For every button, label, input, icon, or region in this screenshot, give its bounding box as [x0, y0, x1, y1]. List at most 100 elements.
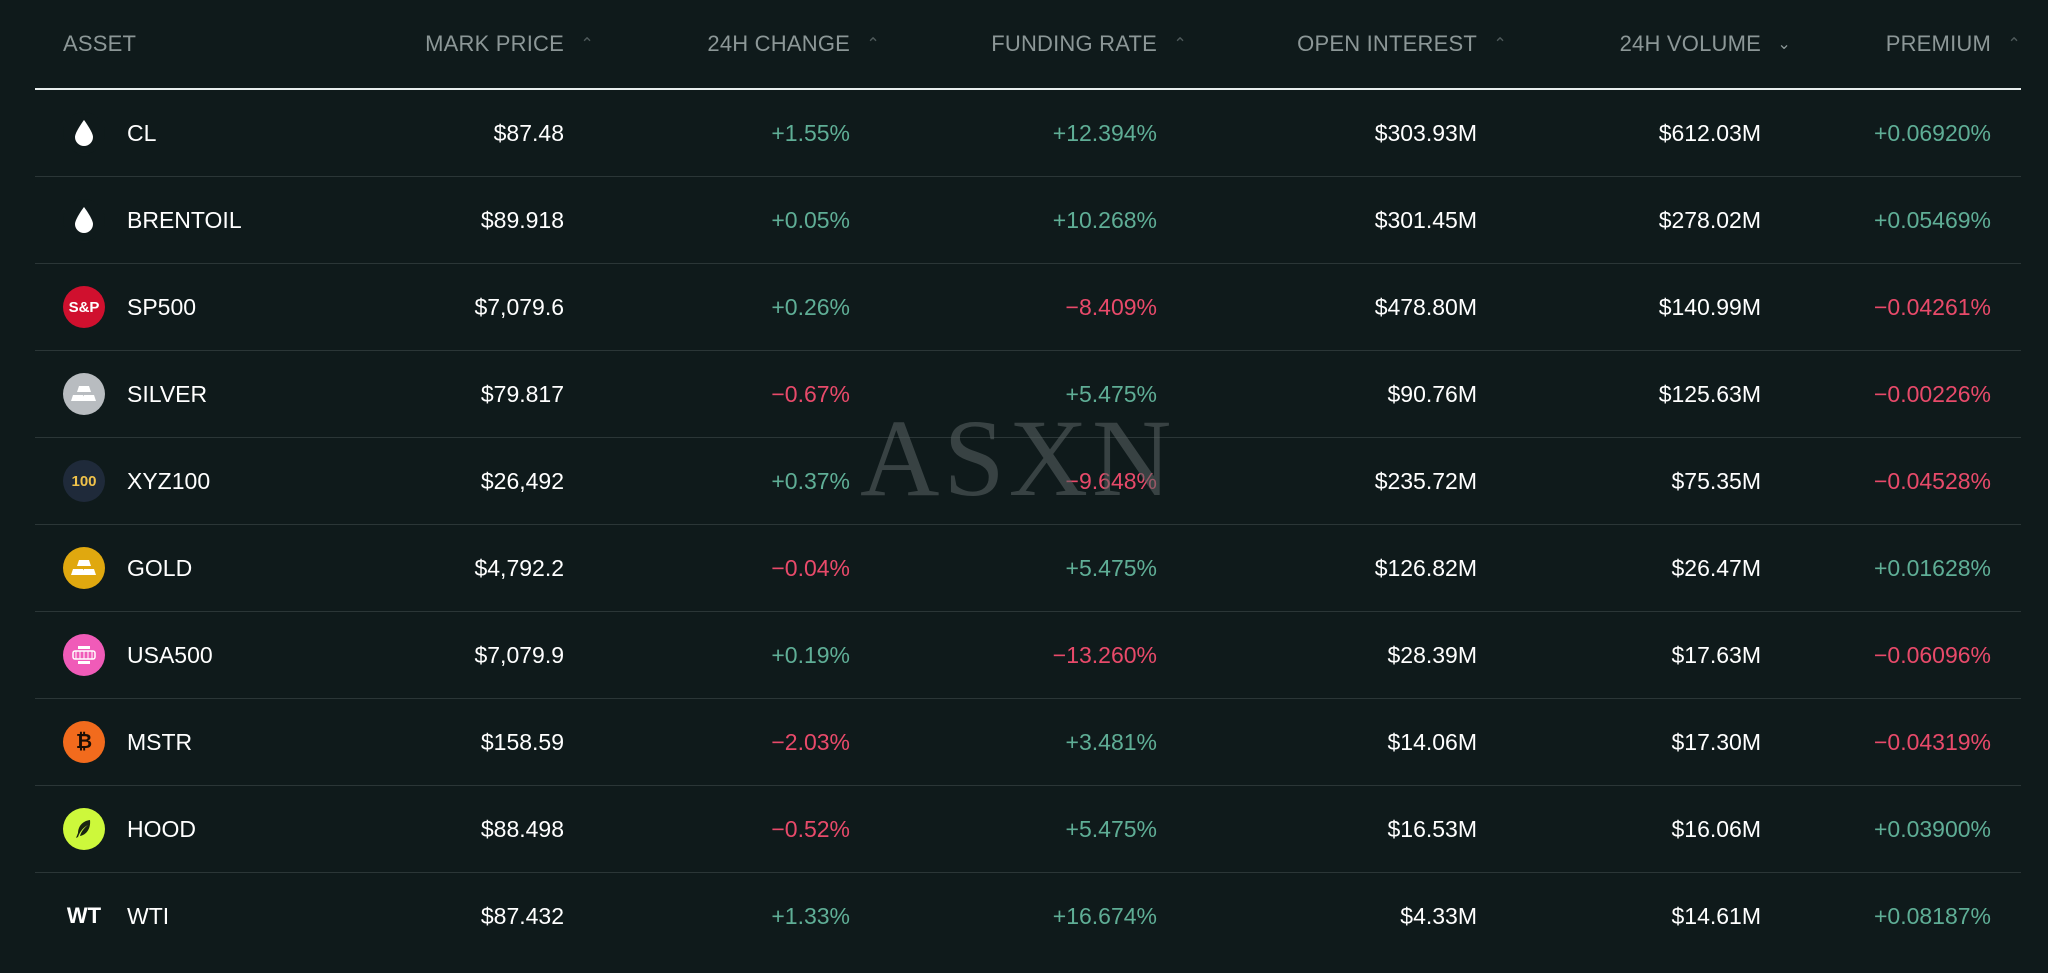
table-row[interactable]: S&P SP500 $7,079.6 +0.26% −8.409% $478.80M $14…	[35, 264, 2021, 351]
asset-name: WTI	[127, 902, 170, 929]
header-premium[interactable]: PREMIUM ⌃	[1791, 31, 2021, 57]
open-interest-cell: $235.72M	[1374, 467, 1477, 494]
volume-24h-cell: $17.63M	[1671, 641, 1761, 668]
open-interest-cell: $303.93M	[1374, 119, 1477, 146]
change-24h-cell: +1.33%	[771, 902, 850, 929]
premium-cell: +0.01628%	[1873, 554, 1991, 581]
open-interest-cell: $14.06M	[1387, 728, 1477, 755]
change-24h-cell: +1.55%	[771, 119, 850, 146]
mark-price-cell: $87.48	[493, 119, 564, 146]
markets-table: ASSET MARK PRICE ⌃ 24H CHANGE ⌃ FUNDING RA…	[35, 0, 2021, 959]
mark-price-cell: $79.817	[480, 380, 564, 407]
funding-rate-cell: +5.475%	[1065, 380, 1157, 407]
header-open-interest-label: OPEN INTEREST	[1297, 31, 1477, 56]
volume-24h-cell: $278.02M	[1658, 206, 1761, 233]
oil-drop-icon	[63, 112, 105, 154]
header-mark-price-label: MARK PRICE	[425, 31, 564, 56]
sort-up-icon: ⌃	[866, 36, 880, 53]
sort-up-icon: ⌃	[580, 36, 594, 53]
mark-price-cell: $7,079.9	[474, 641, 564, 668]
change-24h-cell: −0.04%	[771, 554, 850, 581]
asset-name: MSTR	[127, 728, 193, 755]
usa500-logo-icon	[63, 634, 105, 676]
table-row[interactable]: USA500 $7,079.9 +0.19% −13.260% $28.39M $17.6…	[35, 612, 2021, 699]
asset-cell: CL	[35, 112, 201, 154]
funding-rate-cell: +5.475%	[1065, 815, 1157, 842]
asset-name: SP500	[127, 293, 197, 320]
volume-24h-cell: $26.47M	[1671, 554, 1761, 581]
header-24h-volume-label: 24H VOLUME	[1619, 31, 1761, 56]
premium-cell: −0.04319%	[1873, 728, 1991, 755]
mark-price-cell: $7,079.6	[474, 293, 564, 320]
change-24h-cell: −0.52%	[771, 815, 850, 842]
mark-price-cell: $26,492	[480, 467, 564, 494]
volume-24h-cell: $17.30M	[1671, 728, 1761, 755]
wti-logo-icon: WT	[66, 903, 102, 928]
table-row[interactable]: WT WTI $87.432 +1.33% +16.674% $4.33M $14.61M +…	[35, 873, 2021, 959]
table-body: CL $87.48 +1.55% +12.394% $303.93M $612.03M +0…	[35, 90, 2021, 959]
change-24h-cell: +0.37%	[771, 467, 850, 494]
premium-cell: −0.00226%	[1873, 380, 1991, 407]
mark-price-cell: $87.432	[480, 902, 564, 929]
premium-cell: +0.05469%	[1873, 206, 1991, 233]
header-premium-label: PREMIUM	[1885, 31, 1991, 56]
table-row[interactable]: SILVER $79.817 −0.67% +5.475% $90.76M $125.63…	[35, 351, 2021, 438]
table-row[interactable]: ₿ MSTR $158.59 −2.03% +3.481% $14.06M $17.30M −…	[35, 699, 2021, 786]
funding-rate-cell: +12.394%	[1052, 119, 1157, 146]
change-24h-cell: −0.67%	[771, 380, 850, 407]
header-asset-label: ASSET	[63, 31, 137, 56]
header-24h-change-label: 24H CHANGE	[707, 31, 850, 56]
asset-name: SILVER	[127, 380, 208, 407]
xyz100-logo-icon: 100	[63, 460, 105, 502]
header-24h-volume[interactable]: 24H VOLUME ⌄	[1507, 31, 1791, 57]
feather-icon	[63, 808, 105, 850]
volume-24h-cell: $14.61M	[1671, 902, 1761, 929]
asset-name: XYZ100	[127, 467, 211, 494]
volume-24h-cell: $75.35M	[1671, 467, 1761, 494]
asset-name: GOLD	[127, 554, 193, 581]
premium-cell: +0.08187%	[1873, 902, 1991, 929]
asset-cell: S&P SP500	[35, 286, 201, 328]
header-24h-change[interactable]: 24H CHANGE ⌃	[594, 31, 880, 57]
header-funding-rate[interactable]: FUNDING RATE ⌃	[880, 31, 1187, 57]
premium-cell: +0.03900%	[1873, 815, 1991, 842]
funding-rate-cell: +5.475%	[1065, 554, 1157, 581]
open-interest-cell: $126.82M	[1374, 554, 1477, 581]
asset-cell: WT WTI	[35, 895, 201, 937]
table-row[interactable]: CL $87.48 +1.55% +12.394% $303.93M $612.03M +0…	[35, 90, 2021, 177]
volume-24h-cell: $612.03M	[1658, 119, 1761, 146]
mark-price-cell: $89.918	[480, 206, 564, 233]
asset-cell: 100 XYZ100	[35, 460, 210, 502]
premium-cell: −0.04528%	[1873, 467, 1991, 494]
funding-rate-cell: +3.481%	[1065, 728, 1157, 755]
header-mark-price[interactable]: MARK PRICE ⌃	[201, 31, 594, 57]
volume-24h-cell: $140.99M	[1658, 293, 1761, 320]
table-row[interactable]: 100 XYZ100 $26,492 +0.37% −9.648% $235.72M $75…	[35, 438, 2021, 525]
sort-up-icon: ⌃	[2007, 36, 2021, 53]
premium-cell: −0.04261%	[1873, 293, 1991, 320]
open-interest-cell: $4.33M	[1400, 902, 1477, 929]
asset-cell: HOOD	[35, 808, 201, 850]
open-interest-cell: $28.39M	[1387, 641, 1477, 668]
asset-name: CL	[127, 119, 157, 146]
premium-cell: −0.06096%	[1873, 641, 1991, 668]
mark-price-cell: $88.498	[480, 815, 564, 842]
header-open-interest[interactable]: OPEN INTEREST ⌃	[1187, 31, 1507, 57]
mark-price-cell: $4,792.2	[474, 554, 564, 581]
header-asset[interactable]: ASSET	[35, 31, 201, 57]
volume-24h-cell: $16.06M	[1671, 815, 1761, 842]
asset-cell: ₿ MSTR	[35, 721, 201, 763]
change-24h-cell: +0.26%	[771, 293, 850, 320]
table-row[interactable]: GOLD $4,792.2 −0.04% +5.475% $126.82M $26.47M…	[35, 525, 2021, 612]
open-interest-cell: $16.53M	[1387, 815, 1477, 842]
asset-name: USA500	[127, 641, 213, 668]
table-row[interactable]: BRENTOIL $89.918 +0.05% +10.268% $301.45M $27…	[35, 177, 2021, 264]
header-funding-rate-label: FUNDING RATE	[991, 31, 1157, 56]
oil-drop-icon	[63, 199, 105, 241]
table-row[interactable]: HOOD $88.498 −0.52% +5.475% $16.53M $16.06M +0…	[35, 786, 2021, 873]
funding-rate-cell: −8.409%	[1065, 293, 1157, 320]
open-interest-cell: $90.76M	[1387, 380, 1477, 407]
change-24h-cell: −2.03%	[771, 728, 850, 755]
open-interest-cell: $301.45M	[1374, 206, 1477, 233]
